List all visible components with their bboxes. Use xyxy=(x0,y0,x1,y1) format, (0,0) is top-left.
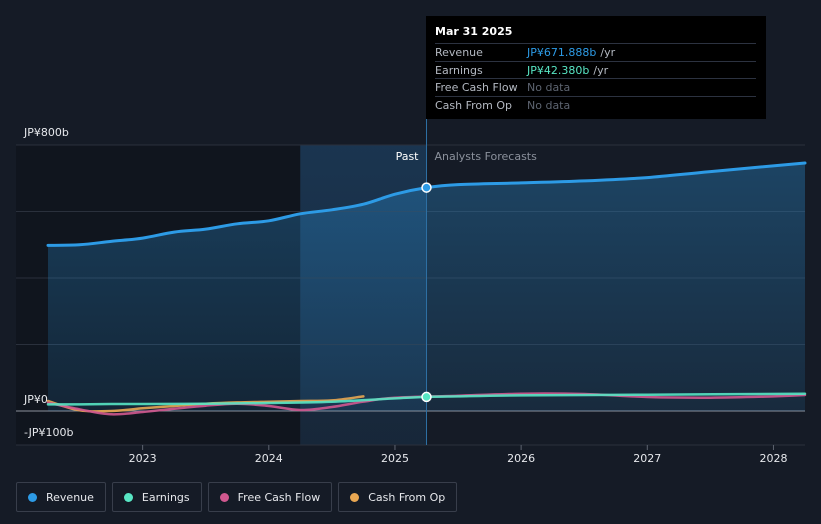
tooltip-row-revenue: Revenue JP¥671.888b /yr xyxy=(435,43,756,61)
x-tick-label: 2024 xyxy=(255,452,283,465)
x-tick-label: 2028 xyxy=(759,452,787,465)
earnings-marker xyxy=(421,391,432,403)
revenue-line xyxy=(46,161,807,247)
y-label-bottom: -JP¥100b xyxy=(24,426,73,439)
x-tick-label: 2023 xyxy=(129,452,157,465)
tooltip-row-earnings: Earnings JP¥42.380b /yr xyxy=(435,60,756,79)
tooltip-unit: /yr xyxy=(593,63,609,77)
y-label-top: JP¥800b xyxy=(23,126,69,139)
legend-label: Revenue xyxy=(46,490,94,504)
free-cash-flow-line xyxy=(46,392,807,416)
legend-item-cash-from-op[interactable]: Cash From Op xyxy=(338,482,458,512)
legend-label: Free Cash Flow xyxy=(237,490,321,504)
tooltip-value: JP¥42.380b xyxy=(527,63,590,77)
legend-item-revenue[interactable]: Revenue xyxy=(16,482,106,512)
tooltip-label: Revenue xyxy=(435,46,483,59)
tooltip-label: Earnings xyxy=(435,63,483,77)
forecast-label: Analysts Forecasts xyxy=(435,150,538,163)
legend-label: Earnings xyxy=(141,490,190,504)
legend-dot-icon xyxy=(219,492,229,502)
y-label-zero: JP¥0 xyxy=(23,393,48,406)
tooltip-date: Mar 31 2025 xyxy=(435,25,513,38)
tooltip-value: JP¥671.888b xyxy=(527,46,597,59)
legend: Revenue Earnings Free Cash Flow Cash Fro… xyxy=(16,482,458,512)
markers xyxy=(421,182,432,403)
x-tick-label: 2025 xyxy=(381,452,409,465)
tooltip-value: No data xyxy=(527,98,571,112)
tooltip-row-free-cash-flow: Free Cash Flow No data xyxy=(435,78,756,96)
revenue-marker xyxy=(421,182,432,193)
tooltip-unit: /yr xyxy=(600,46,616,59)
tooltip-label: Cash From Op xyxy=(435,98,513,112)
x-tick-label: 2027 xyxy=(633,452,661,465)
legend-dot-icon xyxy=(28,492,37,502)
past-label: Past xyxy=(396,150,420,163)
legend-label: Cash From Op xyxy=(368,490,446,504)
x-axis-ticks: 2023 2024 2025 2026 2027 2028 xyxy=(129,445,787,465)
series-lines xyxy=(46,161,807,416)
legend-dot-icon xyxy=(350,492,360,502)
tooltip-row-cash-from-op: Cash From Op No data xyxy=(435,95,756,114)
legend-dot-icon xyxy=(123,492,133,502)
tooltip-label: Free Cash Flow xyxy=(435,81,518,94)
x-tick-label: 2026 xyxy=(507,452,535,465)
earnings-line xyxy=(46,392,807,406)
legend-item-earnings[interactable]: Earnings xyxy=(111,482,202,512)
tooltip: Mar 31 2025 Revenue JP¥671.888b /yr Earn… xyxy=(426,16,766,119)
tooltip-value: No data xyxy=(527,81,571,94)
legend-item-free-cash-flow[interactable]: Free Cash Flow xyxy=(207,482,333,512)
